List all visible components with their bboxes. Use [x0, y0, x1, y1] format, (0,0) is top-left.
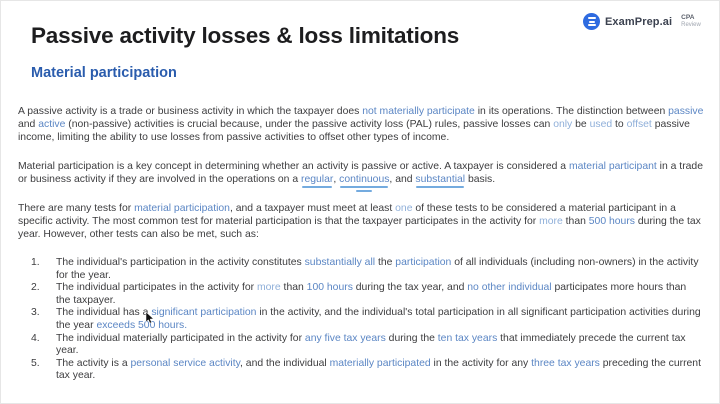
list-item: 1. The individual's participation in the… — [18, 257, 707, 282]
page-title: Passive activity losses & loss limitatio… — [31, 23, 460, 48]
mouse-cursor-icon — [145, 312, 154, 324]
slide-body: A passive activity is a trade or busines… — [18, 105, 707, 383]
paragraph: There are many tests for material partic… — [18, 203, 701, 240]
list-item: 5. The activity is a personal service ac… — [18, 358, 707, 383]
list-item-text: The individual materially participated i… — [56, 332, 686, 357]
list-item: 4. The individual materially participate… — [18, 333, 707, 358]
list-item-number: 4. — [31, 332, 40, 344]
paragraph: Material participation is a key concept … — [18, 161, 703, 185]
list-item-number: 5. — [31, 357, 40, 369]
list-item-number: 1. — [31, 257, 40, 268]
product-label: CPA Review — [681, 13, 701, 28]
list-item-text: The individual participates in the activ… — [56, 282, 687, 306]
paragraph: A passive activity is a trade or busines… — [18, 106, 704, 143]
list-item: 3. The individual has a significant part… — [18, 307, 707, 332]
examprep-logo: ExamPrep.ai CPA Review — [583, 13, 701, 30]
examprep-logo-icon — [583, 13, 600, 30]
product-label-bottom: Review — [681, 21, 701, 28]
list-item-text: The individual's participation in the ac… — [56, 257, 699, 281]
body-paragraphs: A passive activity is a trade or busines… — [18, 105, 707, 241]
section-subtitle: Material participation — [31, 65, 177, 81]
list-item-number: 3. — [31, 307, 40, 319]
list-item-text: The activity is a personal service activ… — [56, 357, 701, 382]
tests-list: 1. The individual's participation in the… — [18, 257, 707, 383]
brand-name: ExamPrep.ai — [605, 15, 673, 28]
product-label-top: CPA — [681, 13, 695, 21]
list-item-text: The individual has a significant partici… — [56, 307, 701, 331]
list-item-number: 2. — [31, 282, 40, 294]
list-item: 2. The individual participates in the ac… — [18, 282, 707, 307]
